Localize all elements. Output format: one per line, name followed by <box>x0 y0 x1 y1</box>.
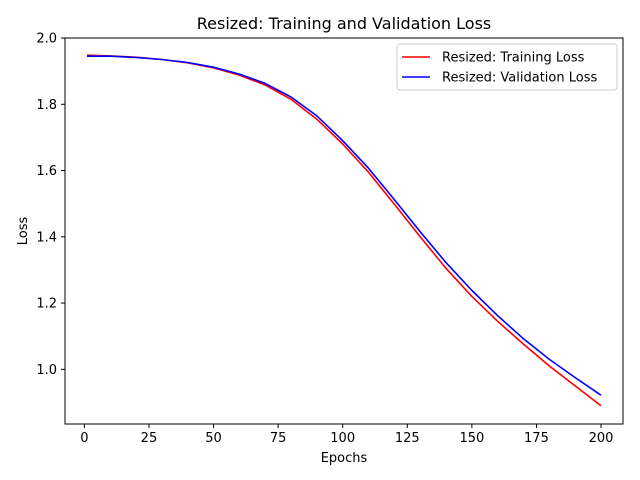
legend: Resized: Training Loss Resized: Validatio… <box>396 43 618 91</box>
series-line-validation <box>87 55 602 396</box>
x-tick-label: 0 <box>80 431 88 446</box>
x-axis-title: Epochs <box>321 451 368 466</box>
axis-ticks: 0 25 50 75 100 125 150 175 200 1.0 1.2 1.4 1.6 1.8 2.0 <box>36 32 613 447</box>
chart-title: Resized: Training and Validation Loss <box>197 14 492 33</box>
x-tick-label: 150 <box>459 431 484 446</box>
series-line-training <box>86 54 602 407</box>
x-tick-label: 75 <box>270 431 287 446</box>
legend-box <box>396 43 618 91</box>
y-tick-label: 1.0 <box>36 363 57 378</box>
x-tick-label: 200 <box>589 431 614 446</box>
y-tick-label: 1.2 <box>36 297 57 312</box>
y-axis-title: Loss <box>16 217 31 246</box>
series-layer <box>86 54 602 407</box>
y-tick-label: 1.8 <box>36 98 57 113</box>
y-tick-label: 1.6 <box>36 164 57 179</box>
legend-label: Resized: Training Loss <box>442 51 585 66</box>
y-tick-label: 1.4 <box>36 230 57 245</box>
x-tick-label: 50 <box>205 431 222 446</box>
plot-frame <box>64 37 624 425</box>
legend-label: Resized: Validation Loss <box>442 71 597 86</box>
x-tick-label: 25 <box>141 431 158 446</box>
x-tick-label: 125 <box>395 431 420 446</box>
y-tick-label: 2.0 <box>36 32 57 47</box>
x-tick-label: 100 <box>330 431 355 446</box>
x-tick-label: 175 <box>524 431 549 446</box>
